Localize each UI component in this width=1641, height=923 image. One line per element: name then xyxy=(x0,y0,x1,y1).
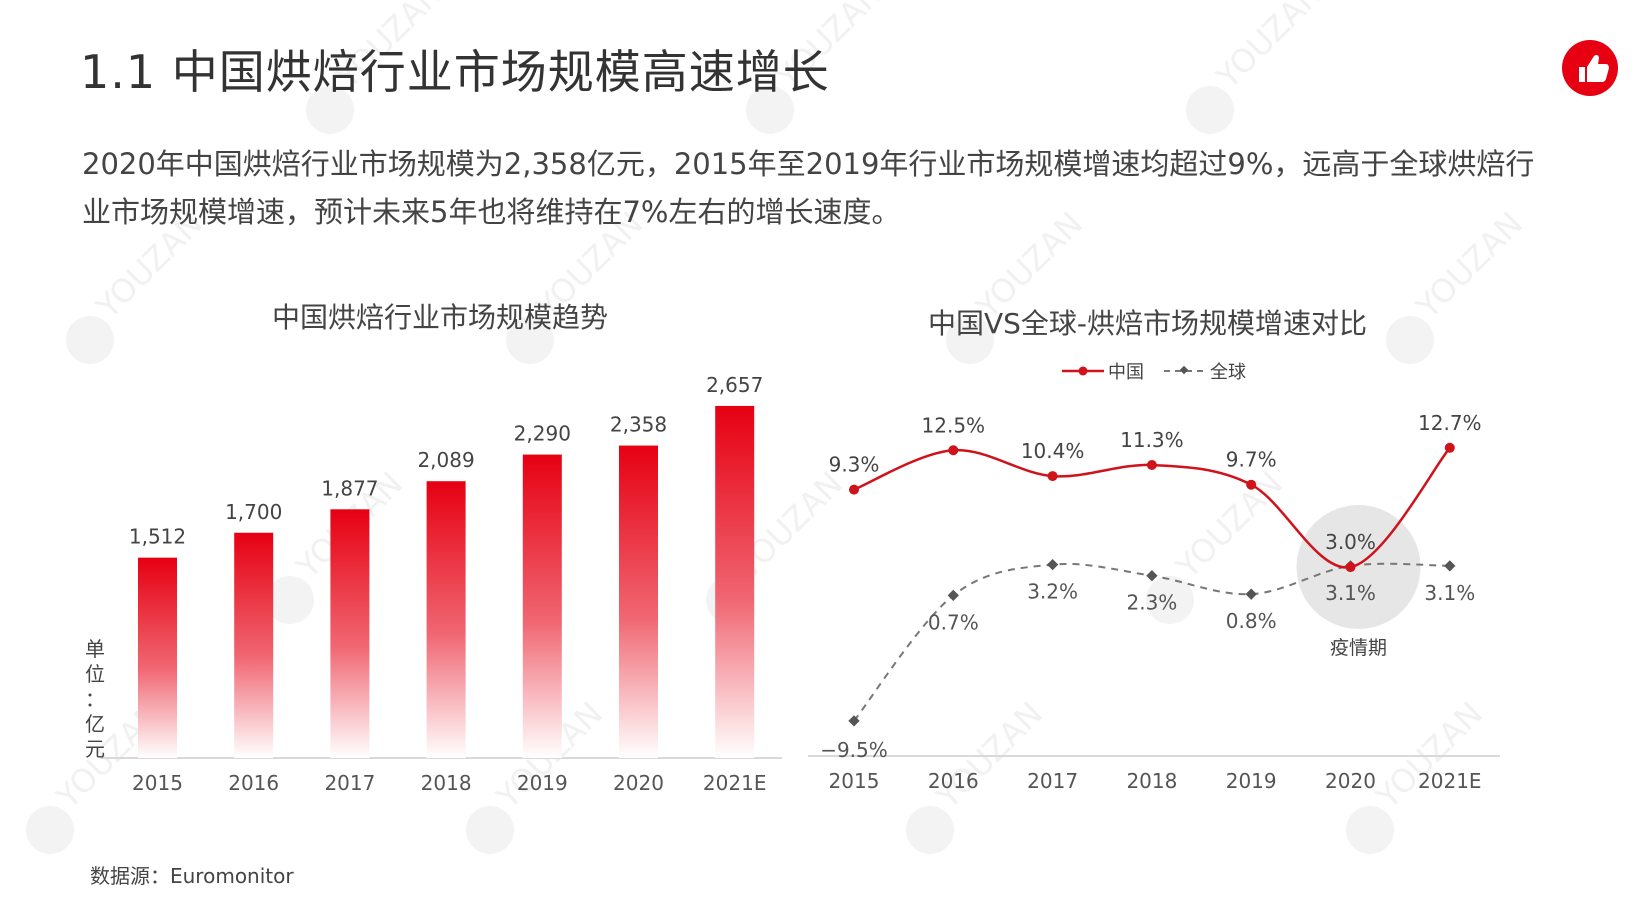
data-label-china: 11.3% xyxy=(1120,428,1184,452)
data-source: 数据源：Euromonitor xyxy=(90,864,294,888)
svg-text:单位：亿元: 单位：亿元 xyxy=(85,637,105,761)
logo-badge xyxy=(1562,40,1618,96)
data-label-global: 3.2% xyxy=(1027,580,1078,604)
bar-value-label: 2,657 xyxy=(706,373,763,397)
legend-marker-global xyxy=(1179,365,1189,375)
bar-chart-title: 中国烘焙行业市场规模趋势 xyxy=(272,301,609,334)
bar-category-label: 2019 xyxy=(517,771,568,795)
line-category-label: 2016 xyxy=(928,769,979,793)
bar-category-label: 2018 xyxy=(421,771,472,795)
line-category-label: 2019 xyxy=(1226,769,1277,793)
bar-value-label: 1,700 xyxy=(225,500,282,524)
bar-category-label: 2017 xyxy=(324,771,375,795)
point-china xyxy=(948,445,959,456)
legend-label-global: 全球 xyxy=(1210,362,1246,383)
bar-category-label: 2021E xyxy=(703,771,767,795)
data-label-china: 10.4% xyxy=(1021,439,1085,463)
legend-label-china: 中国 xyxy=(1108,362,1144,383)
bar-value-label: 1,877 xyxy=(321,476,378,500)
line-category-label: 2021E xyxy=(1418,769,1482,793)
point-global xyxy=(1444,560,1456,572)
data-label-global: 0.7% xyxy=(928,610,979,634)
point-china xyxy=(1047,471,1058,482)
point-china xyxy=(849,484,859,495)
bar-value-label: 2,358 xyxy=(610,413,667,437)
point-china xyxy=(1345,562,1356,573)
data-label-global: 0.8% xyxy=(1226,609,1277,633)
svg-text:YOUZAN: YOUZAN xyxy=(1208,0,1330,96)
bar-value-label: 2,089 xyxy=(417,448,474,472)
point-china xyxy=(1146,460,1157,471)
legend: 中国 全球 xyxy=(1062,362,1246,383)
unit-label: 单位：亿元 xyxy=(85,637,105,761)
line-chart-title: 中国VS全球-烘焙市场规模增速对比 xyxy=(928,307,1368,340)
point-global xyxy=(1245,588,1257,600)
point-global xyxy=(848,715,860,727)
page-title: 1.1 中国烘焙行业市场规模高速增长 xyxy=(80,45,830,99)
bar-value-label: 1,512 xyxy=(129,525,186,549)
bar xyxy=(522,454,562,758)
line-category-label: 2018 xyxy=(1126,769,1177,793)
point-global xyxy=(1146,570,1158,582)
data-label-china: 9.3% xyxy=(829,453,880,477)
data-label-china: 12.7% xyxy=(1418,411,1482,435)
data-label-global: 2.3% xyxy=(1126,591,1177,615)
bar-category-label: 2015 xyxy=(132,771,183,795)
line-category-label: 2015 xyxy=(829,769,880,793)
thumbs-up-icon xyxy=(1579,54,1609,82)
legend-marker-china xyxy=(1078,366,1088,376)
data-label-china: 3.0% xyxy=(1325,530,1376,554)
data-label-global: 3.1% xyxy=(1325,581,1376,605)
bar xyxy=(234,532,274,758)
line-chart: 疫情期 中国 全球 −9.5% 0.7% 3.2% 2.3% 0.8% 3.1% 3.1% 9.3%… xyxy=(808,362,1500,793)
bar xyxy=(619,445,658,758)
bar xyxy=(138,557,177,758)
line-category-label: 2020 xyxy=(1325,769,1376,793)
line-category-label: 2017 xyxy=(1027,769,1078,793)
point-china xyxy=(1246,479,1257,490)
bar-chart: 1,512 2015 1,700 2016 1,877 2017 2,089 2018 2,29… xyxy=(100,373,782,795)
annotation-highlight xyxy=(1296,505,1421,629)
bar-value-label: 2,290 xyxy=(514,422,571,446)
point-global xyxy=(1046,558,1059,571)
data-label-china: 12.5% xyxy=(922,413,986,437)
bar xyxy=(426,481,466,758)
bar-category-label: 2016 xyxy=(228,771,279,795)
point-global xyxy=(947,589,959,602)
data-label-global: −9.5% xyxy=(820,738,888,762)
bar-category-label: 2020 xyxy=(613,771,664,795)
point-china xyxy=(1444,442,1455,453)
data-label-china: 9.7% xyxy=(1226,448,1277,472)
bar xyxy=(330,509,370,758)
bar xyxy=(715,405,755,758)
data-label-global: 3.1% xyxy=(1424,581,1475,605)
description-text: 2020年中国烘焙行业市场规模为2,358亿元，2015年至2019年行业市场规… xyxy=(82,147,1535,229)
annotation-label: 疫情期 xyxy=(1330,637,1387,659)
